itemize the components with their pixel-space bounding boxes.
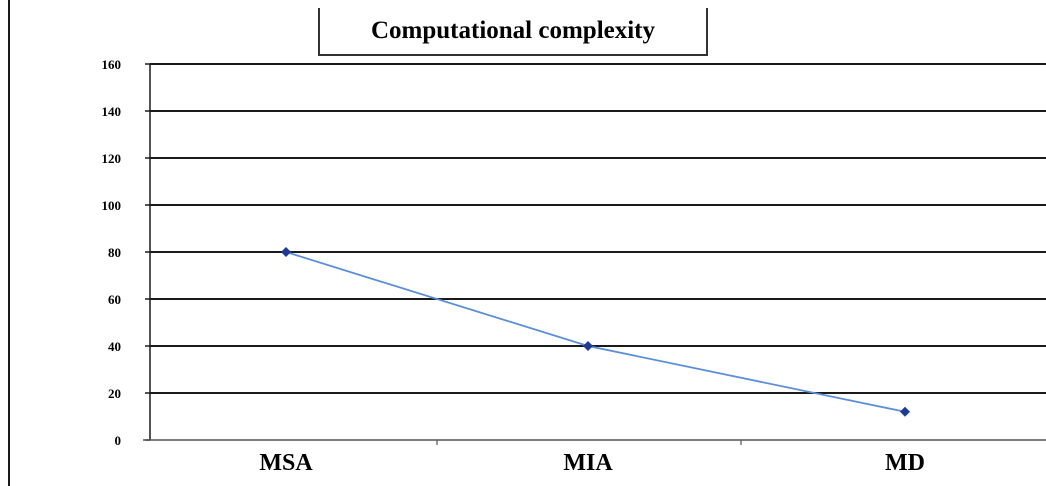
y-tick-label: 40: [108, 339, 121, 354]
data-point-marker: [281, 247, 291, 257]
y-tick-label: 80: [108, 245, 121, 260]
y-tick-label: 20: [108, 386, 121, 401]
x-category-label: MIA: [563, 450, 613, 476]
y-tick-label: 140: [102, 104, 122, 119]
axes: [143, 63, 1046, 445]
chart-frame: [8, 0, 1046, 486]
series: [281, 19, 910, 417]
y-tick-label: 120: [102, 151, 122, 166]
data-point-marker: [583, 341, 593, 351]
data-point-marker: [900, 406, 910, 417]
chart-title-box: Computational complexity: [318, 8, 708, 56]
x-category-label: MSA: [259, 450, 313, 476]
y-tick-label: 0: [115, 433, 122, 448]
chart-title: Computational complexity: [370, 17, 656, 44]
y-tick-labels: 0 20 40 60 80 100 120 140 160: [102, 57, 122, 448]
gridlines: [150, 63, 1046, 394]
series-line: [285, 251, 906, 413]
y-tick-label: 160: [102, 57, 122, 72]
y-tick-label: 100: [102, 198, 122, 213]
y-tick-label: 60: [108, 292, 121, 307]
x-category-label: MD: [885, 450, 925, 476]
x-category-labels: MSA MIA MD: [259, 450, 925, 476]
